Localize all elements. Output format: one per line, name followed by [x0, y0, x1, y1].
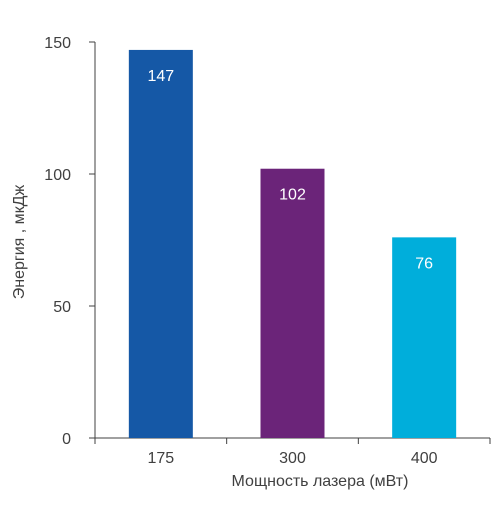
x-tick-label: 175	[147, 450, 174, 467]
data-label: 102	[279, 187, 306, 204]
data-labels: 147 102 76	[147, 68, 433, 272]
y-axis-title: Энергия , мкДж	[11, 184, 28, 299]
y-tick-label: 0	[62, 431, 71, 448]
bar-300	[260, 168, 325, 438]
y-tick-label: 50	[53, 299, 71, 316]
x-axis-title: Мощность лазера (мВт)	[232, 473, 409, 490]
data-label: 147	[147, 68, 174, 85]
data-label: 76	[415, 255, 433, 272]
bars	[128, 49, 457, 439]
y-axis: 0 50 100 150	[44, 35, 96, 448]
bar-400	[392, 237, 457, 438]
x-axis: 175 300 400	[94, 437, 491, 467]
x-tick-label: 300	[279, 450, 306, 467]
x-tick-label: 400	[411, 450, 438, 467]
y-tick-label: 150	[44, 35, 71, 52]
y-tick-label: 100	[44, 167, 71, 184]
bar-175	[128, 49, 193, 439]
